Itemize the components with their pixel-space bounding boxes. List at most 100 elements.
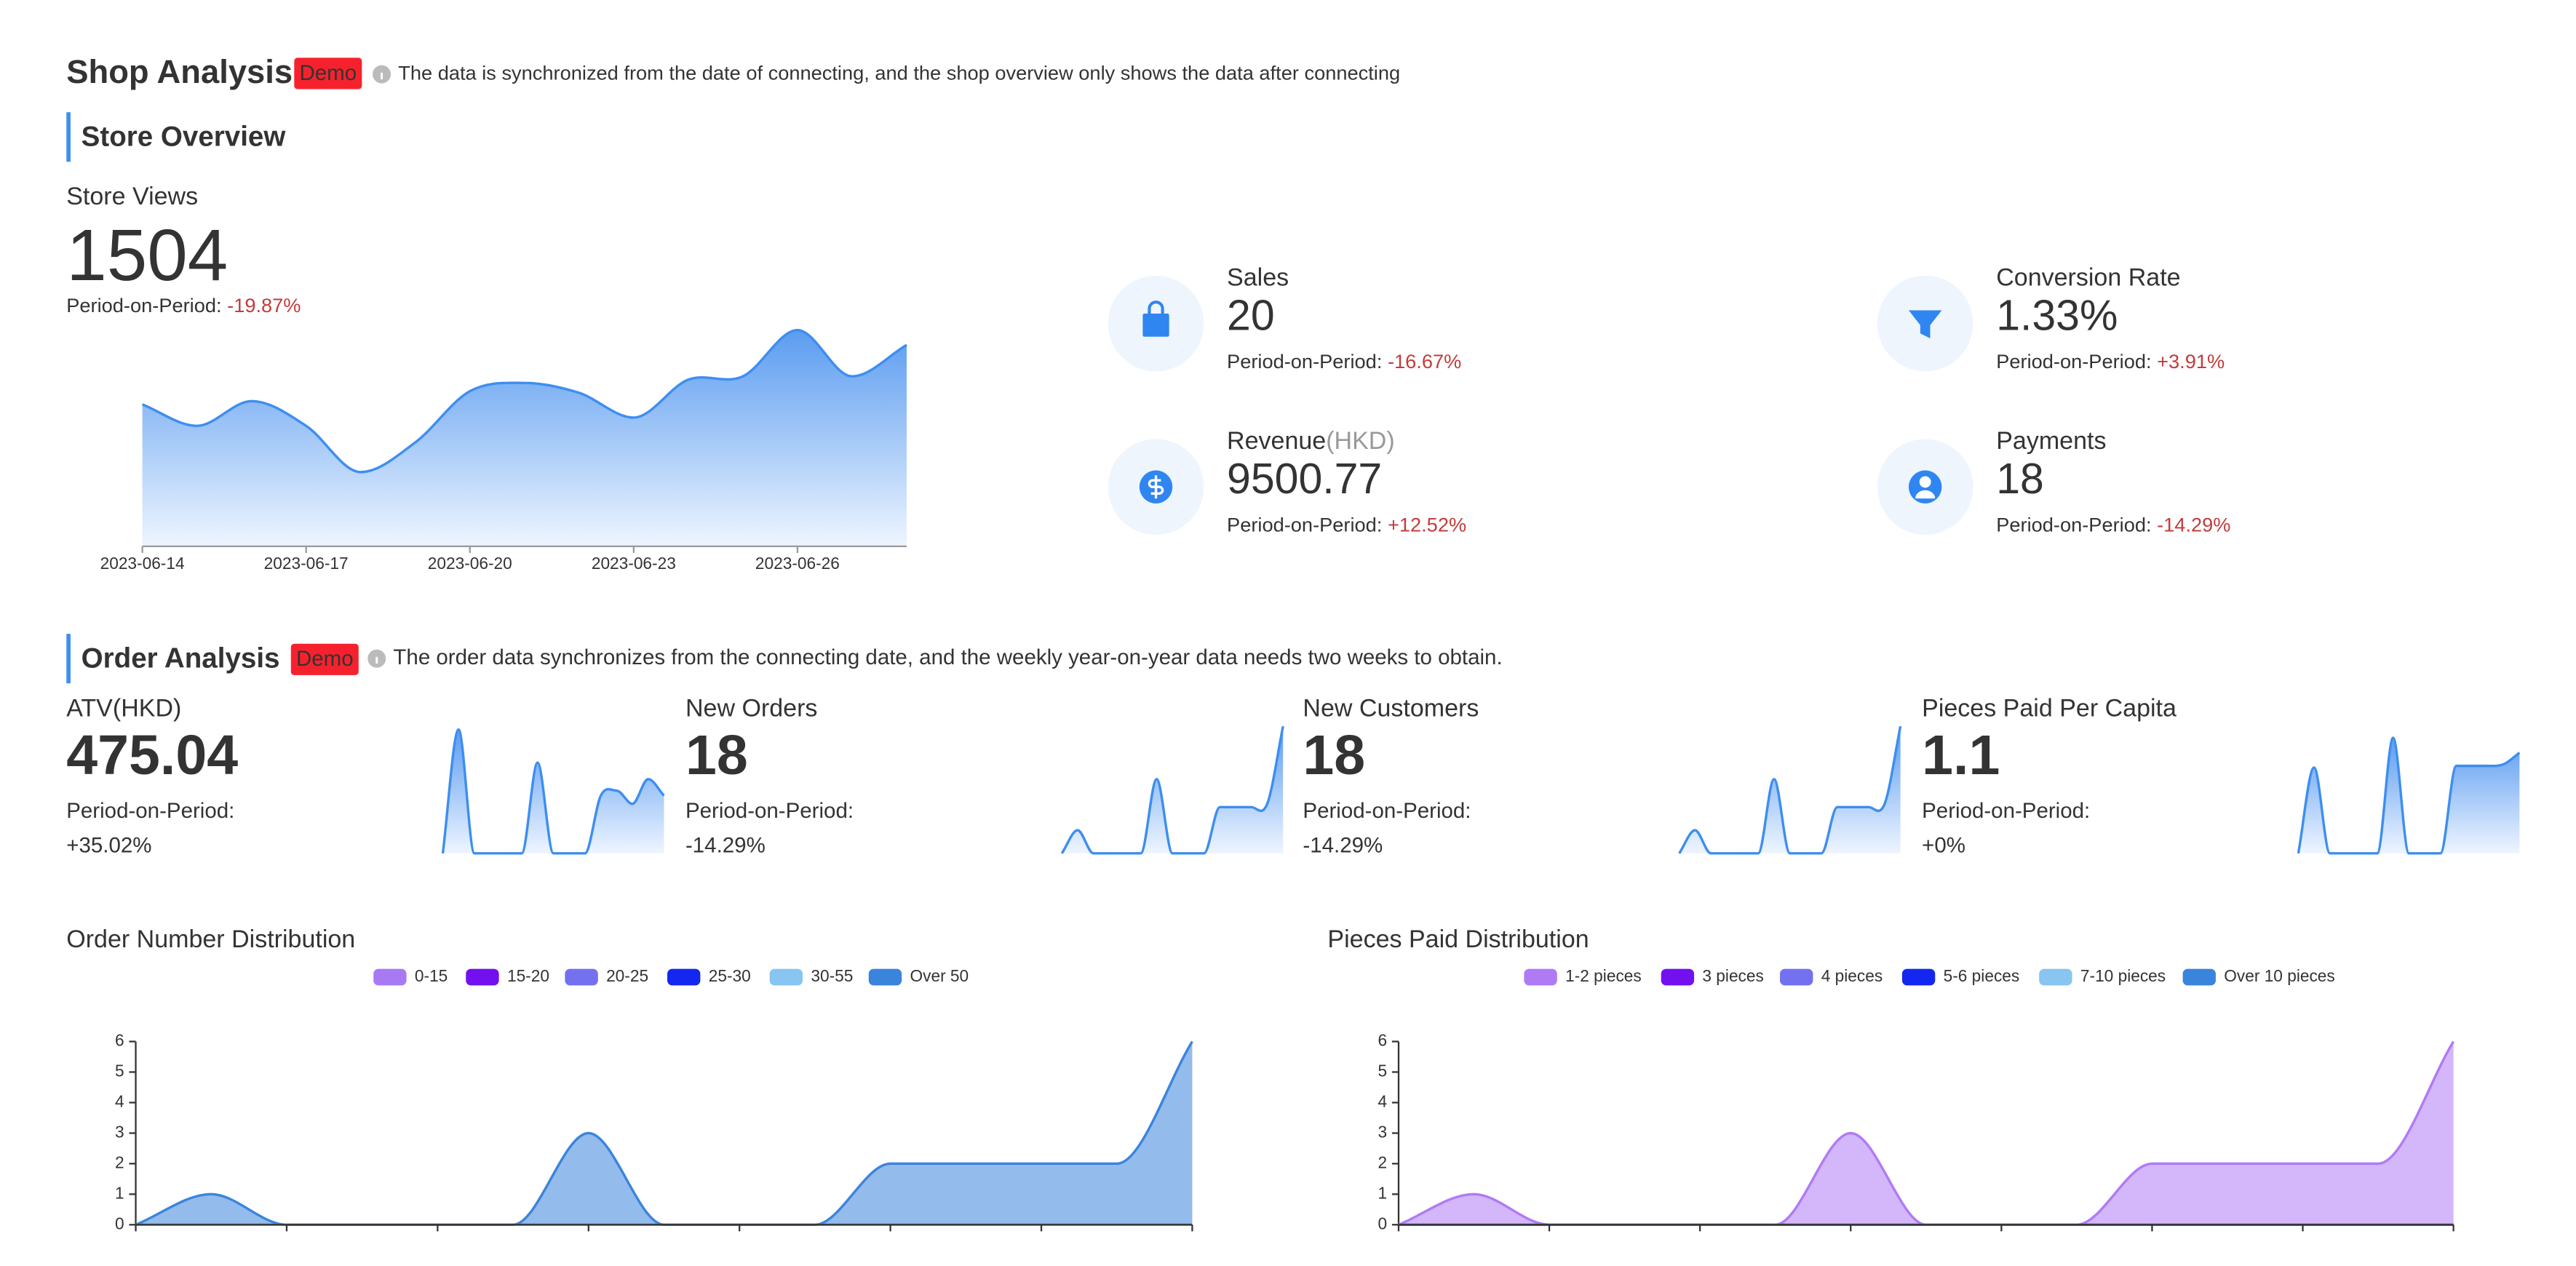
demo-badge-text: Demo xyxy=(299,61,357,85)
legend-label: 0-15 xyxy=(415,966,448,985)
change-value: +12.52% xyxy=(1388,514,1466,536)
legend-swatch xyxy=(373,968,407,986)
legend-label: 4 pieces xyxy=(1821,966,1883,985)
kpi-value: 1.1 xyxy=(1922,724,2000,787)
series-area xyxy=(1398,1041,2454,1225)
metric-change: Period-on-Period: +12.52% xyxy=(1227,514,1466,536)
y-tick-label: 5 xyxy=(1378,1061,1388,1080)
legend-label: 7-10 pieces xyxy=(2080,966,2166,985)
store-views-area xyxy=(142,330,907,546)
sparkline-area xyxy=(1679,726,1901,853)
legend-label: 15-20 xyxy=(507,966,549,985)
legend-label: 25-30 xyxy=(709,966,751,985)
kpi-change-label: Period-on-Period: xyxy=(1922,799,2090,823)
kpi-change: -14.29% xyxy=(685,834,766,858)
kpi-value: 18 xyxy=(1303,724,1365,787)
y-tick-label: 4 xyxy=(1378,1091,1388,1110)
metric-label: Revenue(HKD) xyxy=(1227,427,1395,455)
metric-label-text: Revenue xyxy=(1227,427,1326,455)
kpi-label: Pieces Paid Per Capita xyxy=(1922,694,2177,722)
y-tick-label: 4 xyxy=(115,1091,124,1110)
legend-label: 20-25 xyxy=(606,966,648,985)
kpi-change: Period-on-Period: -19.87% xyxy=(66,294,301,316)
page-title: Shop Analysis xyxy=(66,53,293,90)
legend-swatch xyxy=(769,968,803,986)
legend-label: 1-2 pieces xyxy=(1565,966,1642,985)
kpi-value: 1504 xyxy=(66,215,228,296)
kpi-label: Store Views xyxy=(66,183,198,210)
change-label: Period-on-Period: xyxy=(1996,350,2151,373)
x-tick-label: 2023-06-23 xyxy=(592,554,676,573)
y-tick-label: 0 xyxy=(1378,1214,1388,1233)
y-tick-label: 6 xyxy=(115,1030,124,1049)
legend-label: 5-6 pieces xyxy=(1944,966,2020,985)
sparkline-line xyxy=(1678,725,1902,855)
kpi-change-label: Period-on-Period: xyxy=(1303,799,1471,823)
icon-bag-handle xyxy=(1148,300,1164,314)
legend-label: 30-55 xyxy=(811,966,853,985)
metric-value: 18 xyxy=(1996,455,2044,503)
kpi-value: 475.04 xyxy=(66,724,238,787)
kpi-change: +35.02% xyxy=(66,834,151,858)
y-tick-label: 1 xyxy=(1378,1183,1388,1202)
icon-coin-mark xyxy=(1148,475,1164,499)
section-bar xyxy=(66,634,71,684)
change-value: -14.29% xyxy=(2157,514,2230,536)
sparkline-area xyxy=(442,729,664,853)
change-value: -16.67% xyxy=(1388,350,1461,373)
metric-label: Sales xyxy=(1227,263,1289,291)
icon-funnel xyxy=(1908,310,1942,339)
sparkline-line xyxy=(1060,725,1284,855)
x-tick-label: 2023-06-17 xyxy=(264,554,349,573)
demo-badge xyxy=(294,57,362,89)
section-title: Store Overview xyxy=(82,122,287,153)
kpi-change-label: Period-on-Period: xyxy=(66,799,234,823)
metric-change: Period-on-Period: +3.91% xyxy=(1996,350,2225,373)
metric-change: Period-on-Period: -14.29% xyxy=(1996,514,2230,536)
legend-label: Over 10 pieces xyxy=(2224,966,2334,985)
chart-title: Pieces Paid Distribution xyxy=(1327,925,1589,953)
metric-change: Period-on-Period: -16.67% xyxy=(1227,350,1461,373)
legend-swatch xyxy=(1661,968,1695,986)
demo-badge-text: Demo xyxy=(296,647,354,671)
section-note: The order data synchronizes from the con… xyxy=(393,645,1502,669)
section-bar xyxy=(66,112,71,162)
y-tick-label: 6 xyxy=(1378,1030,1388,1049)
demo-badge xyxy=(290,643,359,675)
icon-user-head xyxy=(1919,476,1931,488)
metric-label: Conversion Rate xyxy=(1996,263,2180,291)
metric-label-text: Conversion Rate xyxy=(1996,263,2180,291)
y-tick-label: 1 xyxy=(115,1183,124,1202)
sparkline-area xyxy=(1062,726,1284,853)
legend-swatch xyxy=(1901,968,1936,986)
kpi-change-label: Period-on-Period: xyxy=(685,799,854,823)
y-tick-label: 2 xyxy=(1378,1152,1388,1171)
legend-swatch xyxy=(466,968,499,986)
legend-swatch xyxy=(1524,968,1557,986)
kpi-change: -14.29% xyxy=(1303,834,1383,858)
kpi-label: New Orders xyxy=(685,694,817,722)
store-views-line xyxy=(141,329,907,474)
kpi-value: 18 xyxy=(685,724,748,787)
header-note: The data is synchronized from the date o… xyxy=(398,61,1400,84)
metric-label: Payments xyxy=(1996,427,2106,455)
icon-bag xyxy=(1142,314,1169,337)
x-tick-label: 2023-06-26 xyxy=(755,554,840,573)
legend-swatch xyxy=(565,968,598,986)
sparkline-line xyxy=(2297,736,2521,855)
change-label: Period-on-Period: xyxy=(1996,514,2151,536)
metric-label-text: Payments xyxy=(1996,427,2106,455)
legend-swatch xyxy=(868,968,902,986)
change-value: -19.87% xyxy=(227,294,301,316)
legend-swatch xyxy=(2182,968,2216,986)
kpi-label: ATV(HKD) xyxy=(66,694,181,722)
change-label: Period-on-Period: xyxy=(1227,514,1382,536)
y-tick-label: 3 xyxy=(115,1122,124,1141)
metric-value: 20 xyxy=(1227,292,1275,339)
metric-value: 1.33% xyxy=(1996,292,2118,339)
y-tick-label: 3 xyxy=(1378,1122,1388,1141)
y-tick-label: 2 xyxy=(115,1152,124,1171)
